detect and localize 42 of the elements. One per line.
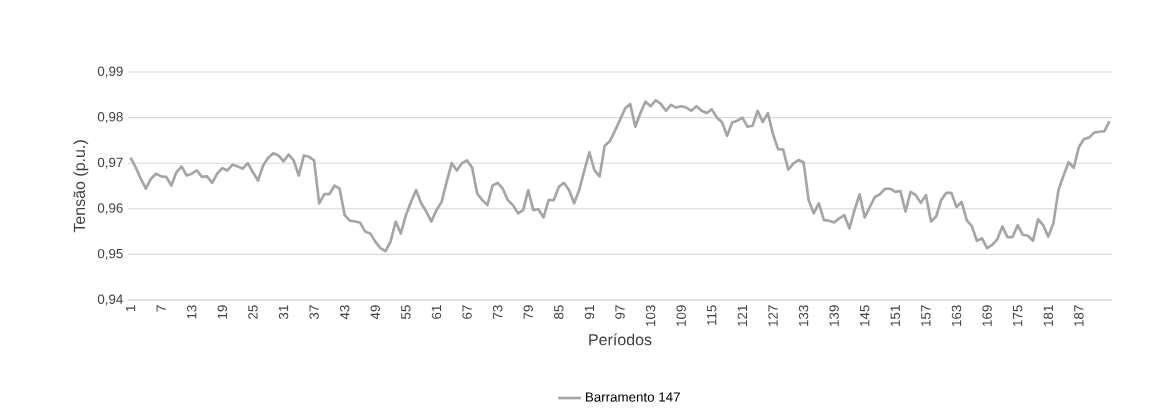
x-tick-label: 109 bbox=[676, 305, 686, 326]
x-tick-label: 61 bbox=[431, 305, 442, 319]
x-tick-label: 67 bbox=[462, 305, 472, 319]
x-tick-label: 91 bbox=[584, 305, 595, 319]
x-tick-label: 1 bbox=[125, 305, 136, 312]
x-tick-label: 157 bbox=[921, 305, 931, 326]
y-tick-label: 0,95 bbox=[97, 248, 123, 260]
x-tick-label: 31 bbox=[278, 305, 289, 320]
y-tick-label: 0,96 bbox=[97, 203, 123, 215]
x-tick-label: 55 bbox=[401, 305, 411, 319]
y-tick-label: 0,98 bbox=[97, 112, 123, 124]
x-tick-label: 79 bbox=[523, 305, 533, 319]
x-tick-label: 7 bbox=[156, 305, 166, 312]
x-tick-label: 25 bbox=[248, 305, 258, 319]
legend-label: Barramento 147 bbox=[586, 392, 680, 402]
x-tick-label: 175 bbox=[1013, 305, 1023, 326]
x-tick-label: 37 bbox=[309, 305, 319, 320]
x-tick-label: 73 bbox=[492, 305, 503, 319]
x-tick-label: 151 bbox=[890, 305, 900, 326]
x-tick-label: 163 bbox=[951, 305, 962, 326]
x-tick-label: 121 bbox=[737, 305, 748, 326]
x-axis-title: Períodos bbox=[589, 333, 652, 346]
line-series bbox=[129, 98, 1111, 253]
x-tick-label: 97 bbox=[615, 305, 625, 319]
x-tick-label: 145 bbox=[860, 305, 870, 326]
y-tick-label: 0,97 bbox=[97, 157, 123, 169]
x-tick-label: 115 bbox=[707, 305, 717, 325]
x-tick-label: 133 bbox=[798, 305, 809, 326]
x-tick-label: 127 bbox=[768, 305, 778, 326]
x-tick-label: 169 bbox=[982, 305, 992, 326]
y-axis-title: Tensão (p.u.) bbox=[73, 140, 89, 233]
x-tick-label: 139 bbox=[829, 305, 839, 326]
x-tick-label: 85 bbox=[554, 305, 564, 319]
y-tick-label: 0,94 bbox=[97, 294, 123, 306]
x-tick-label: 43 bbox=[339, 305, 350, 320]
x-tick-label: 103 bbox=[645, 305, 656, 326]
x-tick-label: 19 bbox=[217, 305, 228, 319]
x-tick-label: 181 bbox=[1043, 305, 1053, 326]
y-tick-label: 0,99 bbox=[97, 66, 123, 78]
x-tick-label: 13 bbox=[187, 305, 197, 319]
x-tick-label: 49 bbox=[370, 305, 380, 320]
x-tick-label: 187 bbox=[1074, 305, 1084, 326]
